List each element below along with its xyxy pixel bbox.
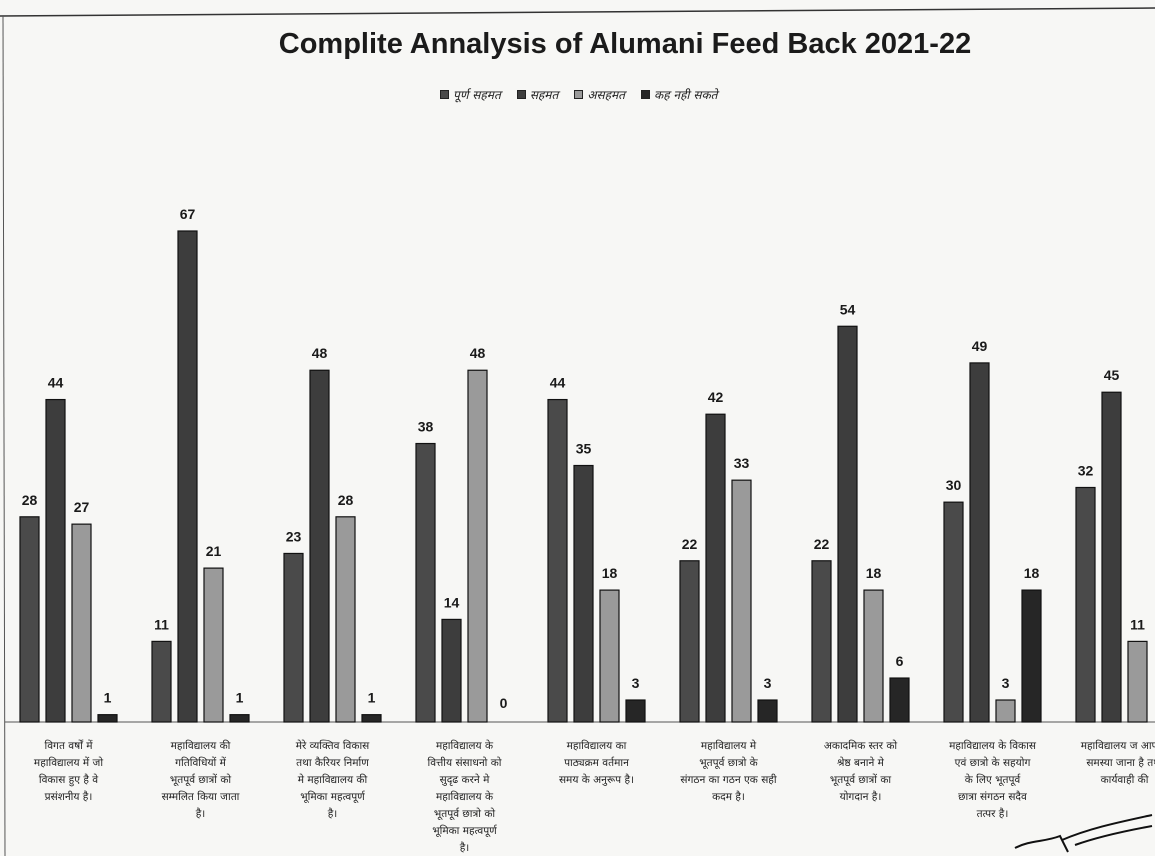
data-label: 18 bbox=[1024, 565, 1040, 581]
legend-swatch bbox=[516, 90, 526, 99]
category-label: महाविद्यालय मे भूतपूर्व छात्रो के संगठन का… bbox=[680, 739, 776, 803]
data-label: 32 bbox=[1078, 462, 1094, 478]
data-label: 22 bbox=[814, 536, 830, 552]
bar bbox=[547, 398, 568, 723]
data-label: 1 bbox=[104, 690, 112, 706]
legend-label: पूर्ण सहमत bbox=[453, 88, 501, 102]
frame-top-border bbox=[0, 7, 1155, 17]
data-label: 11 bbox=[154, 616, 169, 632]
data-label: 1 bbox=[368, 690, 376, 706]
data-label: 22 bbox=[682, 536, 698, 552]
bar bbox=[757, 699, 778, 723]
category-label: महाविद्यालय की गतिविधियों में भूतपूर्व छात… bbox=[162, 739, 240, 820]
data-label: 18 bbox=[866, 565, 882, 581]
frame-left-border bbox=[2, 15, 6, 856]
bar bbox=[1101, 391, 1122, 723]
bar bbox=[889, 677, 910, 723]
category-label: विगत वर्षों में महाविद्यालय में जो विकास ह… bbox=[34, 739, 103, 803]
bar bbox=[151, 640, 172, 723]
bar bbox=[283, 552, 304, 723]
data-label: 48 bbox=[470, 345, 486, 361]
bar bbox=[625, 699, 646, 723]
data-label: 35 bbox=[576, 441, 592, 457]
bar bbox=[943, 501, 964, 723]
bar bbox=[45, 398, 66, 723]
data-label: 1 bbox=[236, 690, 244, 706]
category-label: महाविद्यालय ज आपकीसमस्या जाना है तथाकार्… bbox=[1081, 739, 1155, 786]
category-label: महाविद्यालय के वित्तीय संसाधनो को सुदृढ कर… bbox=[427, 739, 501, 854]
category-label: अकादमिक स्तर को श्रेष्ठ बनाने मे भूतपूर्व … bbox=[824, 739, 898, 803]
data-label: 38 bbox=[418, 419, 434, 435]
bar bbox=[1075, 486, 1096, 723]
data-label: 49 bbox=[972, 338, 988, 354]
data-label: 48 bbox=[312, 345, 328, 361]
data-label: 44 bbox=[550, 375, 566, 391]
data-label: 3 bbox=[1002, 675, 1010, 691]
data-label: 45 bbox=[1104, 367, 1120, 383]
bar bbox=[335, 516, 356, 723]
bar bbox=[309, 369, 330, 723]
bar bbox=[969, 362, 990, 723]
legend-label: असहमत bbox=[587, 88, 625, 102]
bar bbox=[177, 230, 198, 723]
legend-swatch bbox=[641, 90, 650, 99]
data-label: 54 bbox=[840, 301, 856, 317]
bar bbox=[599, 589, 620, 723]
bar bbox=[573, 464, 594, 723]
bar bbox=[203, 567, 224, 723]
data-label: 23 bbox=[286, 528, 302, 544]
data-label: 11 bbox=[1130, 616, 1145, 632]
bar bbox=[837, 325, 858, 723]
data-label: 21 bbox=[206, 543, 222, 559]
data-label: 44 bbox=[48, 375, 64, 391]
category-label: महाविद्यालय का पाठ्यक्रम वर्तमान समय के अन… bbox=[559, 739, 634, 786]
data-label: 6 bbox=[896, 653, 904, 669]
bar bbox=[995, 699, 1016, 723]
legend-item: सहमत bbox=[516, 86, 559, 103]
data-label: 18 bbox=[602, 565, 618, 581]
data-label: 0 bbox=[500, 695, 508, 711]
legend-label: कह नही सकते bbox=[654, 88, 718, 102]
data-label: 28 bbox=[22, 492, 38, 508]
chart-title: Complite Annalysis of Alumani Feed Back … bbox=[278, 28, 972, 60]
legend-item: कह नही सकते bbox=[641, 86, 718, 103]
category-label: महाविद्यालय के विकास एवं छात्रो के सहयोग क… bbox=[949, 739, 1037, 820]
data-label: 27 bbox=[74, 499, 90, 515]
bar bbox=[1021, 589, 1042, 723]
data-label: 30 bbox=[946, 477, 962, 493]
data-label: 14 bbox=[444, 594, 460, 610]
data-label: 67 bbox=[180, 206, 196, 222]
legend: पूर्ण सहमत सहमत असहमत कह नही सकते bbox=[440, 86, 718, 103]
data-label: 42 bbox=[708, 389, 724, 405]
bar bbox=[71, 523, 92, 723]
data-label: 33 bbox=[734, 455, 750, 471]
signature bbox=[1014, 814, 1153, 853]
legend-swatch bbox=[440, 90, 449, 99]
legend-item: असहमत bbox=[574, 86, 625, 103]
legend-item: पूर्ण सहमत bbox=[440, 86, 501, 103]
category-label: मेरे व्यक्तिव विकास तथा कैरियर निर्माण मे … bbox=[296, 739, 370, 820]
data-label: 3 bbox=[632, 675, 640, 691]
bar bbox=[415, 442, 436, 723]
bar bbox=[863, 589, 884, 723]
bar bbox=[731, 479, 752, 723]
bar bbox=[441, 618, 462, 723]
legend-swatch bbox=[574, 90, 584, 99]
legend-label: सहमत bbox=[529, 88, 559, 102]
data-label: 3 bbox=[764, 675, 772, 691]
bar bbox=[1127, 640, 1148, 723]
bar bbox=[229, 714, 250, 723]
bar bbox=[97, 714, 118, 723]
bar bbox=[705, 413, 726, 723]
bar bbox=[811, 560, 832, 723]
bar bbox=[467, 369, 488, 723]
bar bbox=[679, 560, 700, 723]
bar bbox=[361, 714, 382, 723]
bar bbox=[19, 516, 40, 723]
data-label: 28 bbox=[338, 492, 354, 508]
